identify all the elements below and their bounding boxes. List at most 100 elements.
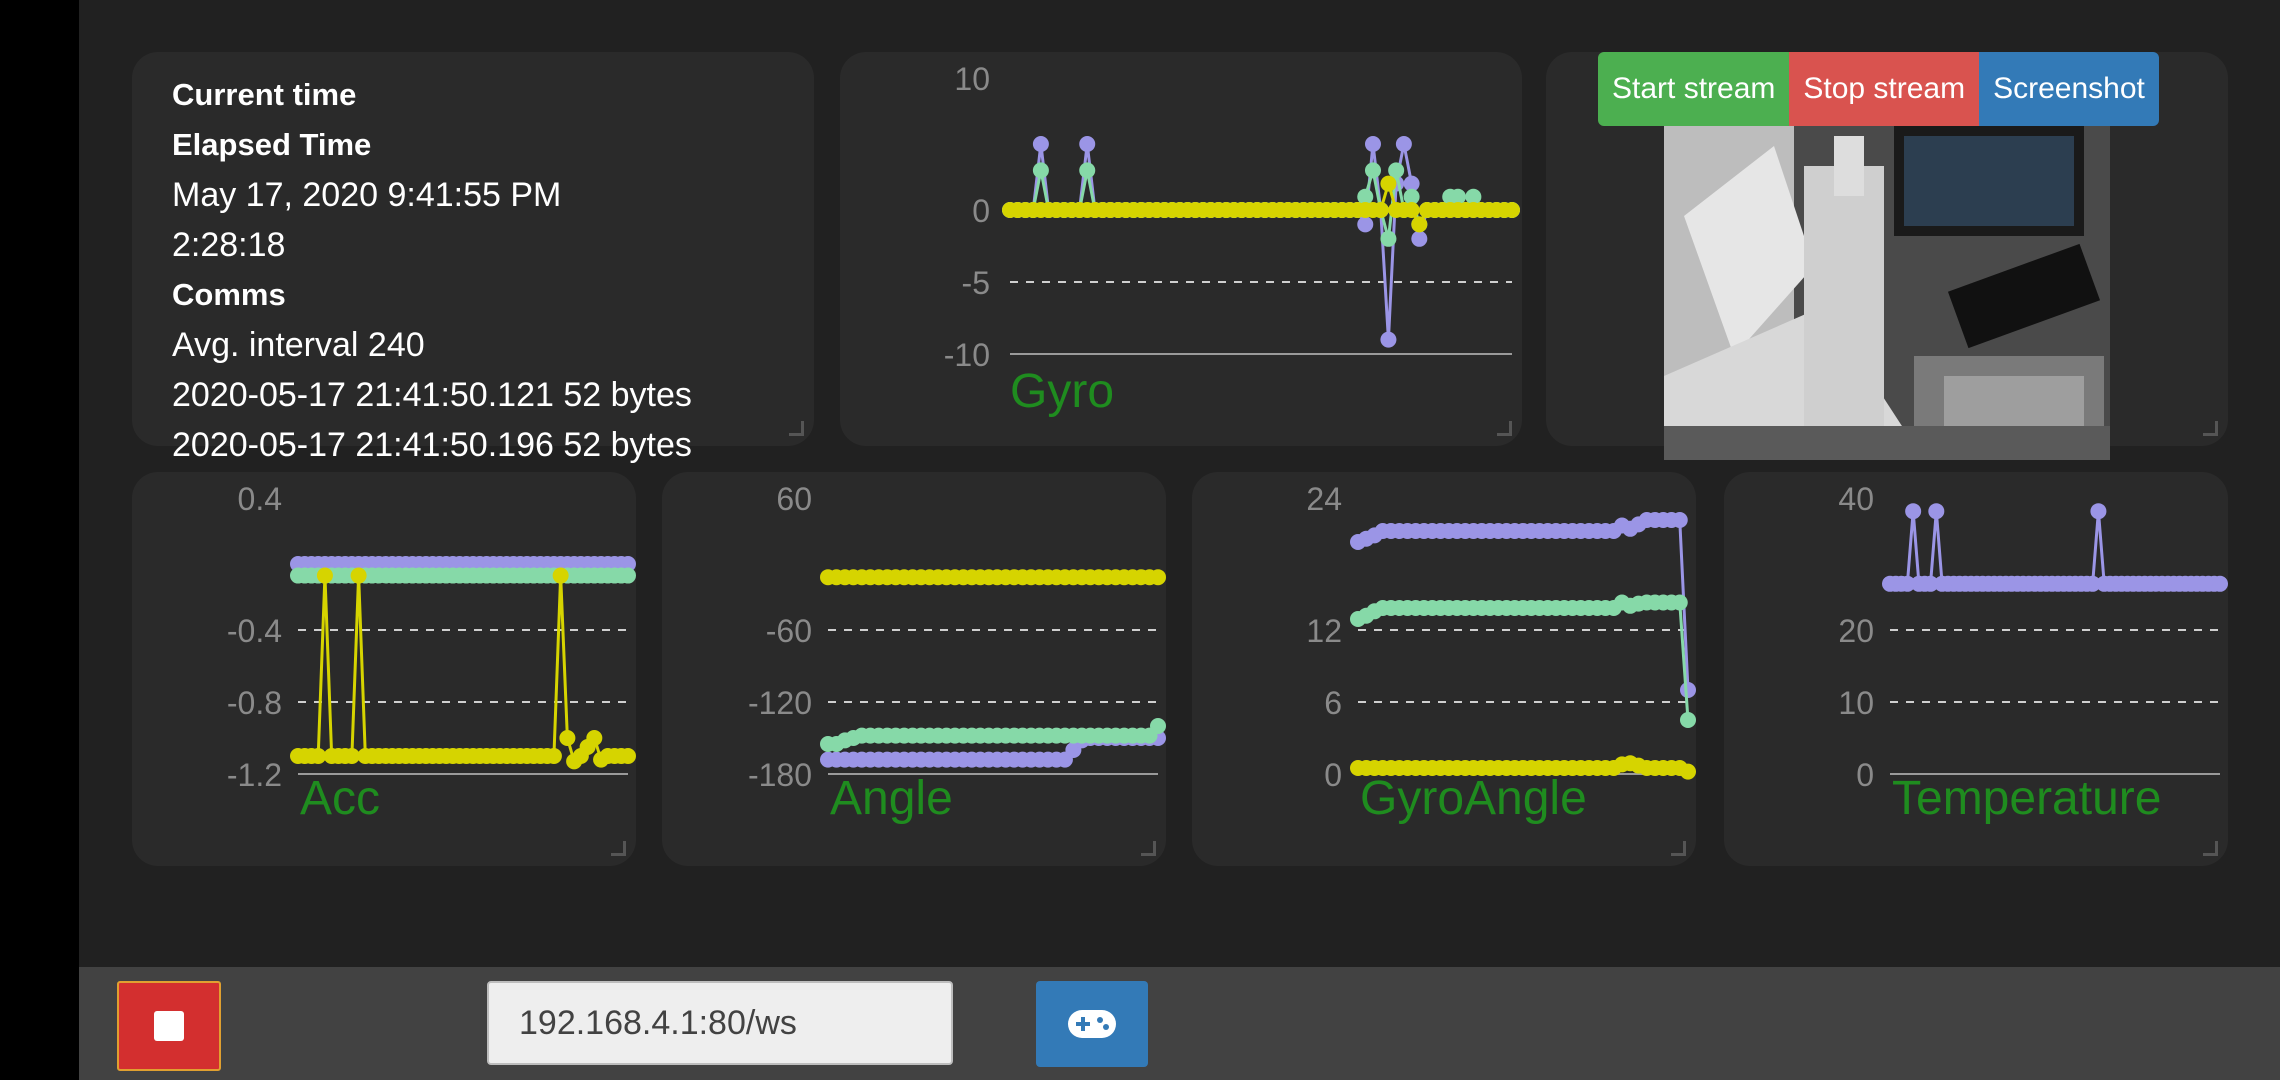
data-point	[1403, 202, 1420, 218]
data-point	[1680, 682, 1696, 698]
data-point	[620, 748, 636, 764]
tick-label: 10	[954, 61, 990, 97]
chart-title: Acc	[300, 772, 380, 825]
tick-label: 0.4	[238, 481, 282, 517]
data-point	[1671, 512, 1688, 528]
tick-label: -0.4	[227, 613, 282, 649]
gamepad-icon	[1068, 1010, 1116, 1038]
data-point	[1680, 763, 1696, 780]
screenshot-button[interactable]: Screenshot	[1979, 52, 2159, 126]
temperature-chart-card: 40 20 10 0 Temperature	[1724, 472, 2228, 866]
data-point	[1150, 569, 1166, 586]
tick-label: 0	[1324, 757, 1342, 793]
chart-title: Temperature	[1892, 772, 2161, 825]
data-point	[1411, 230, 1428, 247]
data-point	[1079, 162, 1096, 179]
camera-image	[1664, 126, 2110, 460]
data-point	[1395, 136, 1412, 152]
gyroangle-chart: 24 12 6 0 GyroAngle	[1306, 481, 1696, 825]
data-point	[1032, 162, 1049, 179]
stream-button-group: Start stream Stop stream Screenshot	[1598, 52, 2159, 126]
data-point	[1388, 162, 1405, 179]
data-point	[2212, 575, 2228, 592]
data-point	[1079, 136, 1096, 152]
data-point	[1380, 230, 1397, 247]
camera-feed	[1664, 126, 2110, 460]
resize-handle[interactable]	[1141, 841, 1156, 856]
current-time-value: May 17, 2020 9:41:55 PM	[172, 176, 562, 214]
tick-label: -0.8	[227, 685, 282, 721]
tick-label: 24	[1306, 481, 1342, 517]
data-point	[316, 567, 333, 584]
avg-interval: Avg. interval 240	[172, 326, 425, 364]
start-stream-button[interactable]: Start stream	[1598, 52, 1790, 126]
data-point	[1922, 575, 1939, 592]
data-point	[1680, 712, 1696, 728]
resize-handle[interactable]	[1497, 421, 1512, 436]
data-point	[1372, 202, 1389, 218]
resize-handle[interactable]	[789, 421, 804, 436]
tick-label: -1.2	[227, 757, 282, 793]
tick-label: -120	[748, 685, 812, 721]
data-point	[1380, 175, 1397, 192]
angle-chart-card: 60 -60 -120 -180 Angle	[662, 472, 1166, 866]
left-strip	[0, 0, 79, 1080]
data-point	[552, 567, 569, 584]
tick-label: -180	[748, 757, 812, 793]
chart-title: Gyro	[1010, 365, 1114, 418]
data-point	[586, 730, 603, 746]
resize-handle[interactable]	[2203, 841, 2218, 856]
log-line: 2020-05-17 21:41:50.196 52 bytes	[172, 426, 692, 464]
tick-label: 20	[1838, 613, 1874, 649]
series-line	[298, 575, 628, 764]
gyroangle-chart-card: 24 12 6 0 GyroAngle	[1192, 472, 1696, 866]
series-line	[1890, 511, 2220, 586]
data-point	[350, 567, 367, 584]
data-point	[310, 748, 327, 764]
data-point	[1357, 216, 1374, 233]
gyro-chart: 10 0 -5 -10 Gyro	[944, 61, 1520, 418]
data-point	[1411, 216, 1428, 233]
resize-handle[interactable]	[611, 841, 626, 856]
tick-label: 60	[776, 481, 812, 517]
data-point	[1380, 331, 1397, 348]
log-line: 2020-05-17 21:41:50.121 52 bytes	[172, 376, 692, 414]
current-time-label: Current time	[172, 77, 357, 112]
chart-title: Angle	[830, 772, 953, 825]
tick-label: 40	[1838, 481, 1874, 517]
resize-handle[interactable]	[1671, 841, 1686, 856]
tick-label: -10	[944, 337, 990, 373]
data-point	[1899, 575, 1916, 592]
tick-label: 10	[1838, 685, 1874, 721]
data-point	[620, 556, 636, 572]
stop-button[interactable]	[117, 981, 221, 1071]
gamepad-button[interactable]	[1036, 981, 1148, 1067]
tick-label: 6	[1324, 685, 1342, 721]
websocket-url-input[interactable]	[487, 981, 953, 1065]
data-point	[1403, 175, 1420, 192]
resize-handle[interactable]	[2203, 421, 2218, 436]
stop-icon	[154, 1011, 184, 1041]
bottom-toolbar	[79, 967, 2280, 1080]
data-point	[2084, 575, 2101, 592]
data-point	[343, 748, 360, 764]
tick-label: -5	[962, 265, 990, 301]
tick-label: -60	[766, 613, 812, 649]
chart-title: GyroAngle	[1360, 772, 1587, 825]
elapsed-time-label: Elapsed Time	[172, 127, 372, 162]
data-point	[1150, 718, 1166, 734]
data-point	[2090, 503, 2107, 520]
temperature-chart: 40 20 10 0 Temperature	[1838, 481, 2228, 825]
data-point	[1905, 503, 1922, 520]
gyro-chart-card: 10 0 -5 -10 Gyro	[840, 52, 1522, 446]
tick-label: 0	[972, 193, 990, 229]
data-point	[1364, 162, 1381, 179]
data-point	[1357, 188, 1374, 205]
comms-label: Comms	[172, 277, 286, 312]
data-point	[1403, 188, 1420, 205]
tick-label: 12	[1306, 613, 1342, 649]
acc-chart: 0.4 -0.4 -0.8 -1.2 Acc	[227, 481, 636, 825]
stop-stream-button[interactable]: Stop stream	[1789, 52, 1980, 126]
data-point	[1928, 503, 1945, 520]
elapsed-time-value: 2:28:18	[172, 226, 286, 264]
